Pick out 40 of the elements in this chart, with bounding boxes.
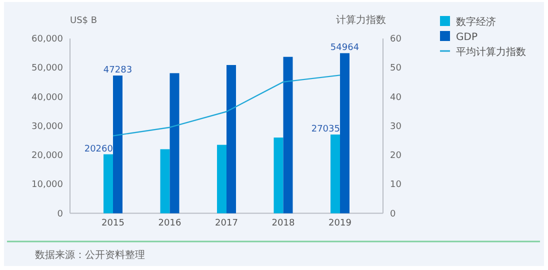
bar [330,134,340,214]
legend-label: GDP [456,32,478,43]
bar [113,76,122,214]
bar [160,149,170,214]
source-note: 数据来源：公开资料整理 [35,249,145,261]
x-tick-label: 2019 [328,218,352,228]
legend-label: 数字经济 [456,16,496,28]
legend-label: 平均计算力指数 [456,46,526,58]
y2-axis-title: 计算力指数 [336,14,386,26]
bar [226,65,236,214]
bar [340,53,350,214]
y2-tick-label: 10 [390,180,402,190]
bar [217,144,226,214]
y2-tick-label: 40 [390,92,402,103]
y2-tick-label: 60 [390,34,402,44]
bar [283,56,293,214]
line-series [112,74,341,136]
y2-tick-label: 30 [390,122,402,132]
y2-tick-label: 50 [390,64,402,74]
bar [104,154,113,214]
x-tick-label: 2016 [158,218,182,228]
y2-tick-label: 20 [390,151,402,162]
y2-tick-label: 0 [390,209,396,220]
y-tick-label: 10,000 [32,180,64,190]
y-tick-label: 40,000 [32,92,64,103]
data-label: 54964 [330,43,360,54]
data-label: 20260 [84,144,114,154]
y-tick-label: 30,000 [32,122,64,132]
x-tick-label: 2018 [272,218,295,228]
y-tick-label: 60,000 [32,34,64,44]
data-label: 47283 [103,66,132,76]
y-tick-label: 50,000 [32,64,64,74]
bar [274,138,284,214]
bar [170,73,180,214]
y-tick-label: 0 [57,209,64,220]
y-axis-title: US$ B [70,16,98,26]
x-tick-label: 2017 [215,218,238,228]
x-tick-label: 2015 [102,218,124,228]
y-tick-label: 20,000 [32,151,64,162]
data-label: 27035 [311,124,340,135]
